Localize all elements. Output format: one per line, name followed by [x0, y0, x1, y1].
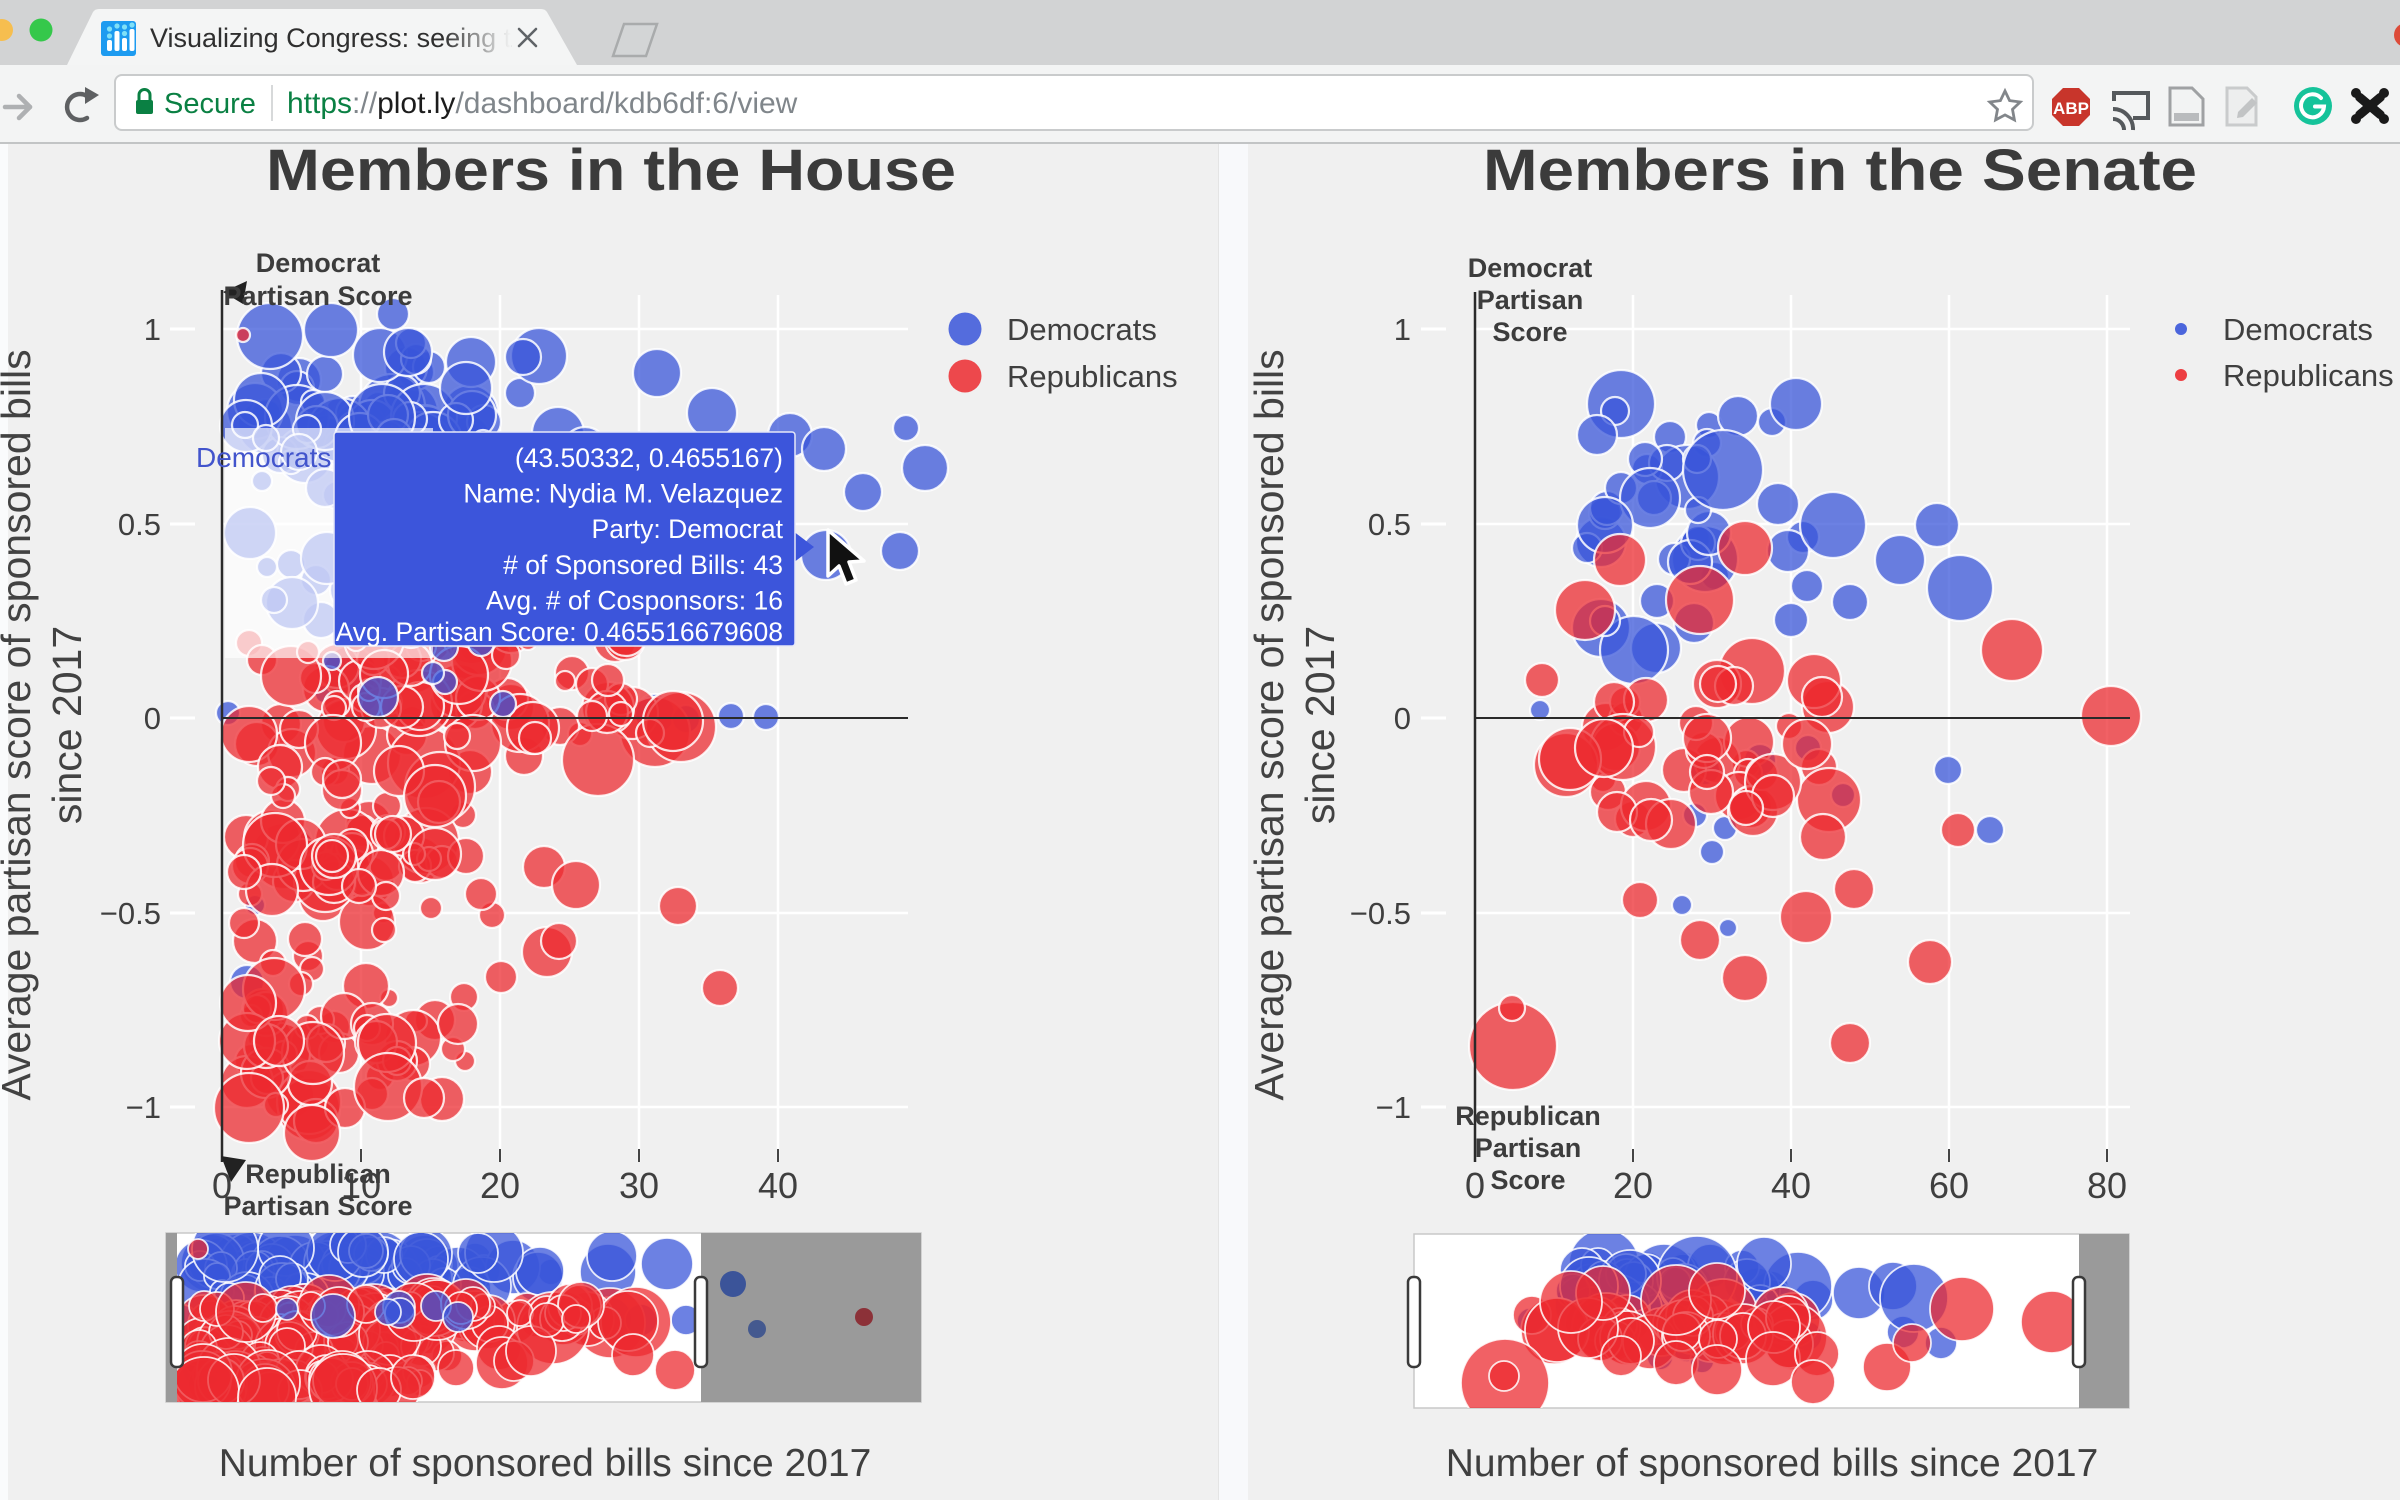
svg-text:0: 0 — [144, 701, 161, 736]
svg-text:−0.5: −0.5 — [1350, 896, 1411, 931]
svg-text:30: 30 — [619, 1165, 659, 1206]
svg-text:0.5: 0.5 — [118, 507, 161, 542]
svg-text:Democrats: Democrats — [1007, 312, 1157, 347]
svg-text:Republicans: Republicans — [2223, 358, 2394, 393]
svg-text:Partisan: Partisan — [1475, 1133, 1582, 1163]
svg-text:ABP: ABP — [2053, 99, 2089, 118]
svg-text:Avg. Partisan Score: 0.4655166: Avg. Partisan Score: 0.465516679608 — [336, 617, 783, 647]
svg-text:Democrat: Democrat — [256, 248, 381, 278]
svg-text:Number of sponsored bills sinc: Number of sponsored bills since 2017 — [1446, 1442, 2099, 1485]
svg-text:Avg. # of Cosponsors: 16: Avg. # of Cosponsors: 16 — [486, 585, 783, 615]
svg-text:0: 0 — [1465, 1165, 1485, 1206]
svg-text:1: 1 — [144, 312, 161, 347]
svg-text:https://plot.ly/dashboard/kdb6: https://plot.ly/dashboard/kdb6df:6/view — [287, 87, 798, 120]
svg-text:Members in the House: Members in the House — [266, 138, 956, 203]
svg-text:Republicans: Republicans — [1007, 359, 1178, 394]
svg-text:0.5: 0.5 — [1368, 507, 1411, 542]
svg-text:Secure: Secure — [164, 88, 256, 120]
svg-text:Score: Score — [1490, 1165, 1565, 1195]
svg-text:60: 60 — [1929, 1165, 1969, 1206]
svg-text:10: 10 — [341, 1165, 381, 1206]
svg-text:Members in the Senate: Members in the Senate — [1483, 138, 2197, 203]
svg-text:Republican: Republican — [245, 1159, 391, 1189]
svg-text:80: 80 — [2087, 1165, 2127, 1206]
svg-text:−0.5: −0.5 — [100, 896, 161, 931]
svg-text:Democrats: Democrats — [2223, 312, 2373, 347]
svg-text:40: 40 — [1771, 1165, 1811, 1206]
svg-text:Partisan: Partisan — [1477, 285, 1584, 315]
svg-text:Party: Democrat: Party: Democrat — [592, 514, 784, 544]
svg-text:0: 0 — [212, 1165, 232, 1206]
svg-text:−1: −1 — [1376, 1090, 1411, 1125]
svg-text:0: 0 — [1394, 701, 1411, 736]
svg-text:since 2017: since 2017 — [1297, 626, 1343, 824]
svg-text:(43.50332, 0.4655167): (43.50332, 0.4655167) — [515, 443, 783, 473]
svg-text:Republican: Republican — [1455, 1101, 1601, 1131]
svg-text:Average partisan score of spon: Average partisan score of sponsored bill… — [0, 349, 39, 1100]
svg-text:40: 40 — [758, 1165, 798, 1206]
svg-text:Partisan Score: Partisan Score — [223, 281, 412, 311]
svg-text:Score: Score — [1492, 317, 1567, 347]
svg-text:20: 20 — [480, 1165, 520, 1206]
svg-text:Name: Nydia M. Velazquez: Name: Nydia M. Velazquez — [463, 479, 783, 509]
svg-text:Average partisan score of spon: Average partisan score of sponsored bill… — [1246, 349, 1292, 1100]
svg-text:Democrats: Democrats — [196, 442, 331, 473]
svg-text:20: 20 — [1613, 1165, 1653, 1206]
svg-text:1: 1 — [1394, 312, 1411, 347]
svg-text:since 2017: since 2017 — [44, 626, 90, 824]
svg-text:Partisan Score: Partisan Score — [223, 1191, 412, 1221]
svg-text:Number of sponsored bills sinc: Number of sponsored bills since 2017 — [219, 1442, 872, 1485]
svg-text:−1: −1 — [126, 1090, 161, 1125]
svg-text:# of Sponsored Bills: 43: # of Sponsored Bills: 43 — [503, 550, 783, 580]
svg-text:Democrat: Democrat — [1468, 253, 1593, 283]
